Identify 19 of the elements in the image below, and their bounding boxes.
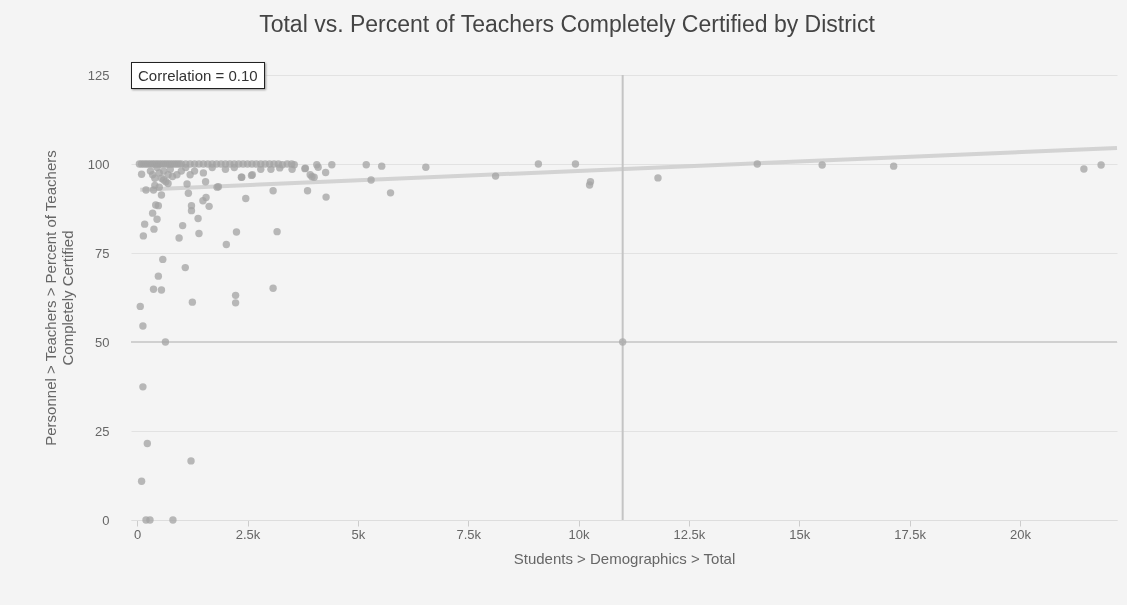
y-tick-label: 75 [95,245,110,261]
y-axis-title: Personnel > Teachers > Percent of Teachers Completely Certified [41,150,76,446]
y-tick-label: 0 [102,512,110,528]
annotation: Correlation = 0.10 [131,62,265,89]
x-tick-label: 17.5k [894,526,927,542]
x-tick-label: 7.5k [456,526,482,542]
x-tick-label: 15k [789,526,811,542]
x-tick-label: 20k [1009,526,1032,542]
y-tick-label: 50 [95,334,110,350]
y-tick-label: 125 [87,67,110,83]
x-tick-label: 12.5k [673,526,706,542]
x-tick-label: 10k [568,526,591,542]
x-tick-label: 5k [351,526,366,542]
x-axis-title: Students > Demographics > Total [513,549,736,567]
y-tick-label: 100 [87,156,110,172]
x-tick-label: 2.5k [235,526,261,542]
y-tick-label: 25 [95,423,110,439]
chart-title: Total vs. Percent of Teachers Completely Certified by District [259,11,876,37]
x-tick-label: 0 [134,526,142,542]
